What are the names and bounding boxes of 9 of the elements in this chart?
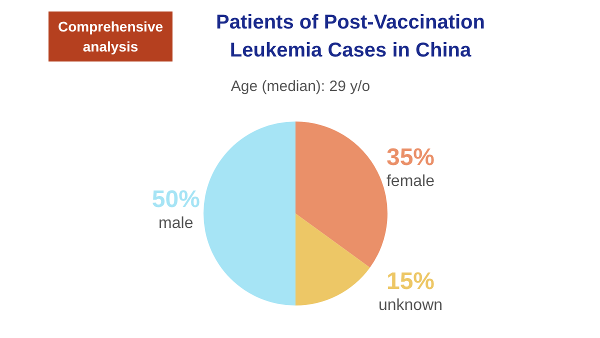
- chart-subtitle: Age (median): 29 y/o: [230, 78, 370, 95]
- slice-label: female: [386, 173, 435, 190]
- data-label: 15%: [386, 268, 435, 295]
- slice-label: unknown: [378, 296, 443, 314]
- chart-title: Patients of Post-Vaccination Leukemia Cases in China: [216, 12, 485, 62]
- data-label: 50%: [152, 186, 200, 213]
- slice-label: male: [158, 215, 194, 232]
- data-label: 35%: [386, 144, 435, 172]
- text: Comprehensive analysis: [58, 18, 164, 54]
